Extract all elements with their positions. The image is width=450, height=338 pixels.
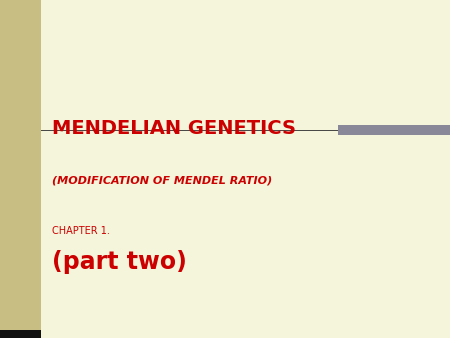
Text: CHAPTER 1.: CHAPTER 1. [52, 226, 110, 237]
Bar [0, 0, 40, 338]
Bar [338, 125, 450, 135]
Bar [0, 330, 40, 338]
Text: (MODIFICATION OF MENDEL RATIO): (MODIFICATION OF MENDEL RATIO) [52, 176, 272, 186]
Text: (part two): (part two) [52, 250, 187, 274]
Text: MENDELIAN GENETICS: MENDELIAN GENETICS [52, 119, 296, 138]
